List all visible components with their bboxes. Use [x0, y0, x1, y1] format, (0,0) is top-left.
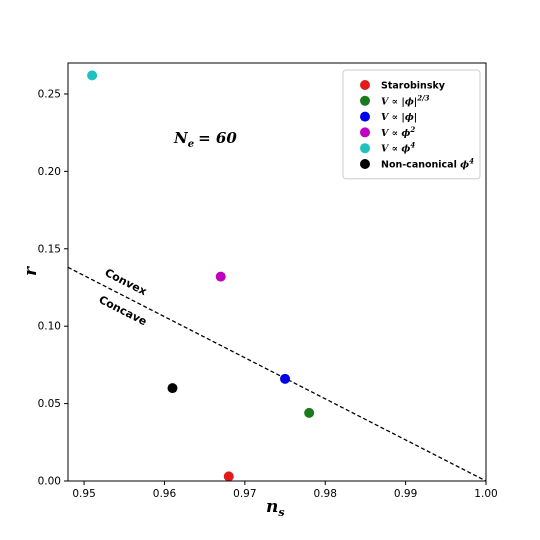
annotation-layer: Convex Concave Ne = 60 — [97, 129, 238, 328]
annotation-convex: Convex — [103, 266, 149, 298]
x-tick-label: 0.95 — [72, 488, 95, 500]
legend-label-part: V ∝ |ϕ| — [381, 96, 417, 107]
legend-marker — [360, 111, 370, 122]
y-tick-label: 0.20 — [38, 166, 61, 178]
y-tick-label: 0.05 — [38, 398, 61, 410]
axes-frame — [67, 62, 487, 482]
legend-label-part: Non-canonical — [381, 160, 460, 171]
legend-label-part: ϕ — [460, 160, 469, 171]
legend-marker — [360, 127, 370, 138]
x-tick-label: 0.99 — [394, 488, 417, 500]
legend-marker — [360, 80, 370, 90]
legend-label-part: 4 — [410, 141, 415, 150]
annotation-ne: Ne = 60 — [173, 129, 237, 150]
annotation-ne-value: = 60 — [198, 129, 237, 147]
legend-label: V ∝ ϕ4 — [381, 141, 415, 155]
annotation-concave: Concave — [97, 293, 149, 328]
annotation-ne-symbol: N — [173, 129, 189, 147]
data-point — [167, 383, 178, 394]
data-point — [223, 471, 234, 482]
annotation-ne-subscript: e — [188, 139, 194, 150]
x-tick-label: 1.00 — [474, 488, 497, 500]
boundary-dashed-line — [67, 266, 487, 482]
legend-label: Starobinsky — [381, 81, 446, 92]
data-point — [304, 407, 315, 418]
legend-label: V ∝ |ϕ|2/3 — [381, 93, 430, 107]
y-axis-label: r — [21, 266, 41, 276]
legend-label-part: 4 — [469, 157, 474, 166]
x-axis-label-main: n — [266, 497, 278, 517]
x-tick-label: 0.96 — [153, 488, 177, 500]
legend-label-part: Starobinsky — [381, 81, 446, 92]
points-layer — [87, 70, 315, 482]
reference-line-layer — [67, 266, 487, 482]
x-axis-label-subscript: s — [278, 506, 284, 519]
axes-layer: 0.95 0.96 0.97 0.98 0.99 1.00 0.00 0.05 0.10 0.15… — [38, 62, 498, 500]
legend-label: V ∝ ϕ2 — [381, 125, 415, 139]
x-tick-label: 0.98 — [314, 488, 337, 500]
x-axis-label: ns — [266, 497, 285, 519]
y-tick-label: 0.25 — [38, 88, 61, 100]
data-point — [87, 70, 98, 81]
legend-label-part: 2 — [409, 125, 415, 134]
legend-marker — [360, 95, 370, 106]
axis-labels: ns r — [21, 266, 285, 519]
y-tick-label: 0.10 — [38, 321, 61, 333]
legend-marker — [360, 159, 370, 169]
legend-label-part: V ∝ ϕ — [381, 128, 410, 139]
x-tick-label: 0.97 — [233, 488, 256, 500]
legend-label: V ∝ |ϕ| — [381, 112, 417, 123]
data-point — [215, 271, 226, 282]
y-tick-label: 0.00 — [38, 476, 61, 488]
legend-box — [342, 69, 481, 180]
data-point — [280, 373, 291, 384]
legend-label-part: V ∝ |ϕ| — [381, 112, 417, 123]
legend-label-part: V ∝ ϕ — [381, 144, 410, 155]
legend-marker — [360, 143, 370, 154]
legend-label: Non-canonical ϕ4 — [381, 157, 474, 171]
y-tick-label: 0.15 — [38, 243, 61, 255]
legend-label-part: 2/3 — [416, 93, 429, 102]
